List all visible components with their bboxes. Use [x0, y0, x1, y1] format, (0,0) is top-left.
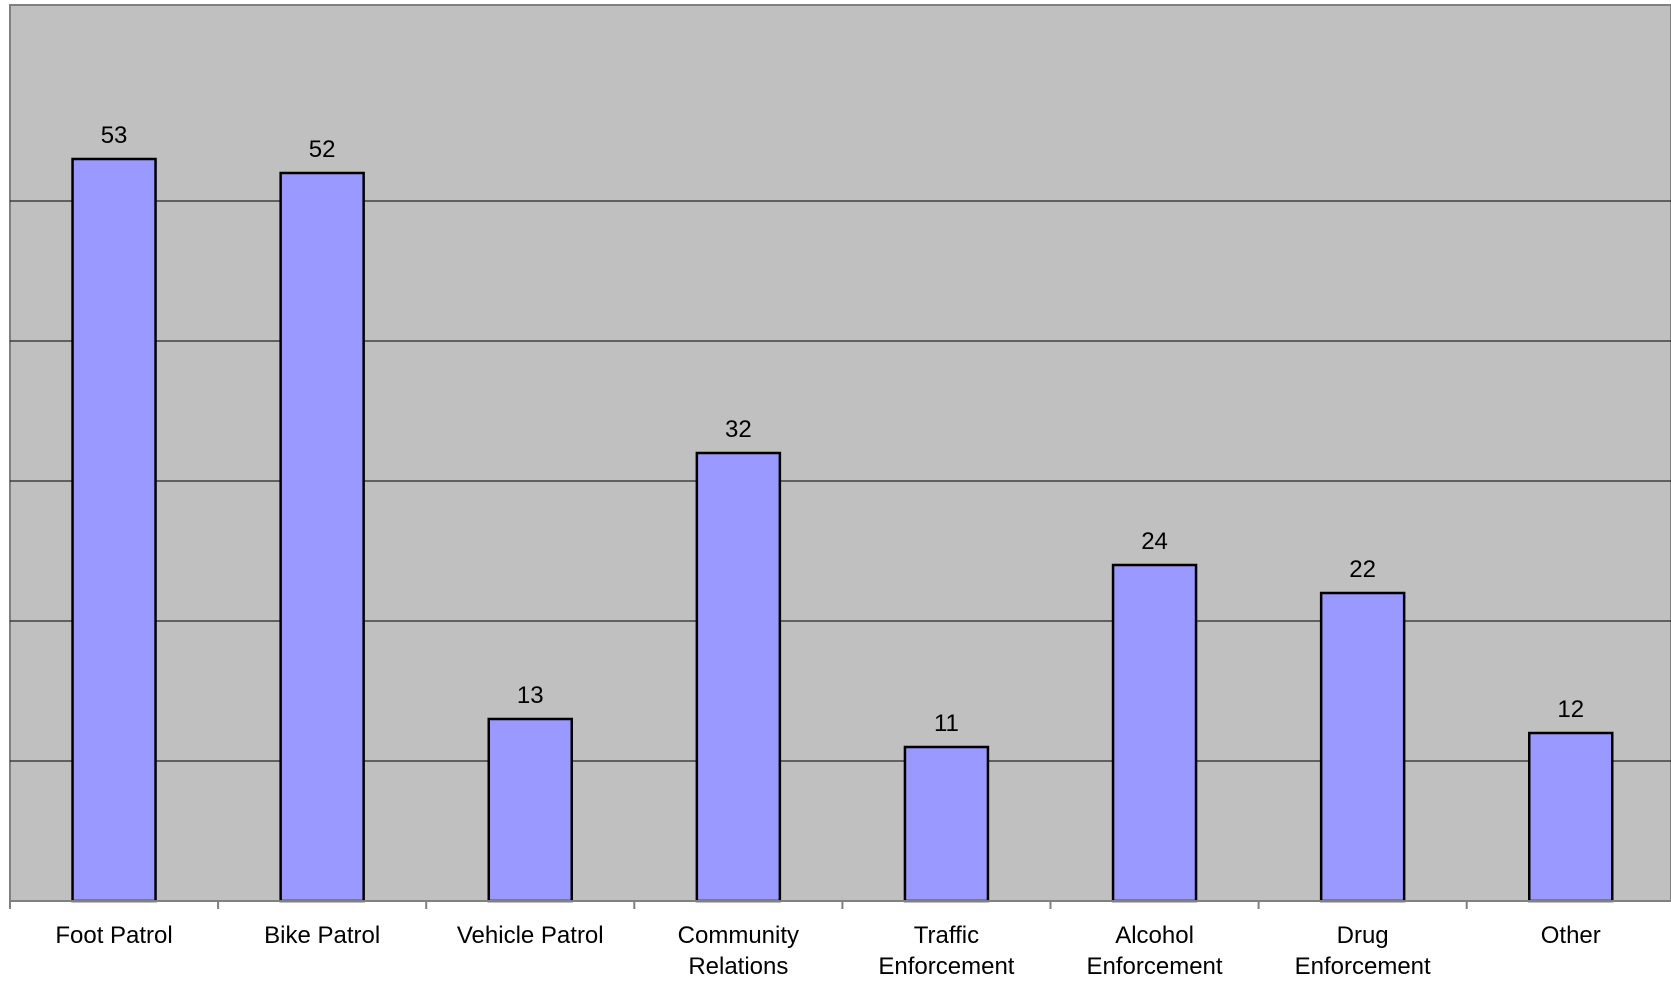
x-tick-label: Foot Patrol [55, 922, 172, 949]
bar [487, 717, 573, 903]
data-label: 13 [517, 682, 544, 709]
bar [903, 745, 990, 903]
bar [279, 171, 365, 903]
data-label: 22 [1349, 556, 1376, 583]
bar [1528, 731, 1614, 903]
bar [1111, 563, 1198, 903]
value-labels: 53 52 13 32 11 24 22 12 [101, 122, 1584, 737]
category-labels: Foot Patrol Bike Patrol Vehicle Patrol Comm… [55, 922, 1600, 980]
data-label: 32 [725, 416, 752, 443]
plot-area [9, 4, 1671, 902]
bar [1319, 591, 1406, 903]
bars [71, 157, 1614, 903]
data-label: 52 [309, 136, 336, 163]
data-label: 24 [1141, 528, 1168, 555]
x-tick-label: Community Relations [678, 922, 799, 980]
data-label: 12 [1557, 696, 1584, 723]
bar [71, 157, 157, 903]
x-tick-label: Drug Enforcement [1295, 922, 1431, 980]
x-tick-label: Alcohol Enforcement [1087, 922, 1223, 980]
x-tick-label: Other [1541, 922, 1601, 949]
bar [695, 451, 782, 903]
x-tick-label: Bike Patrol [264, 922, 380, 949]
x-axis [9, 900, 1671, 909]
data-label: 11 [934, 710, 959, 737]
x-tick-label: Traffic Enforcement [878, 922, 1014, 980]
data-label: 53 [101, 122, 128, 149]
x-tick-label: Vehicle Patrol [457, 922, 604, 949]
